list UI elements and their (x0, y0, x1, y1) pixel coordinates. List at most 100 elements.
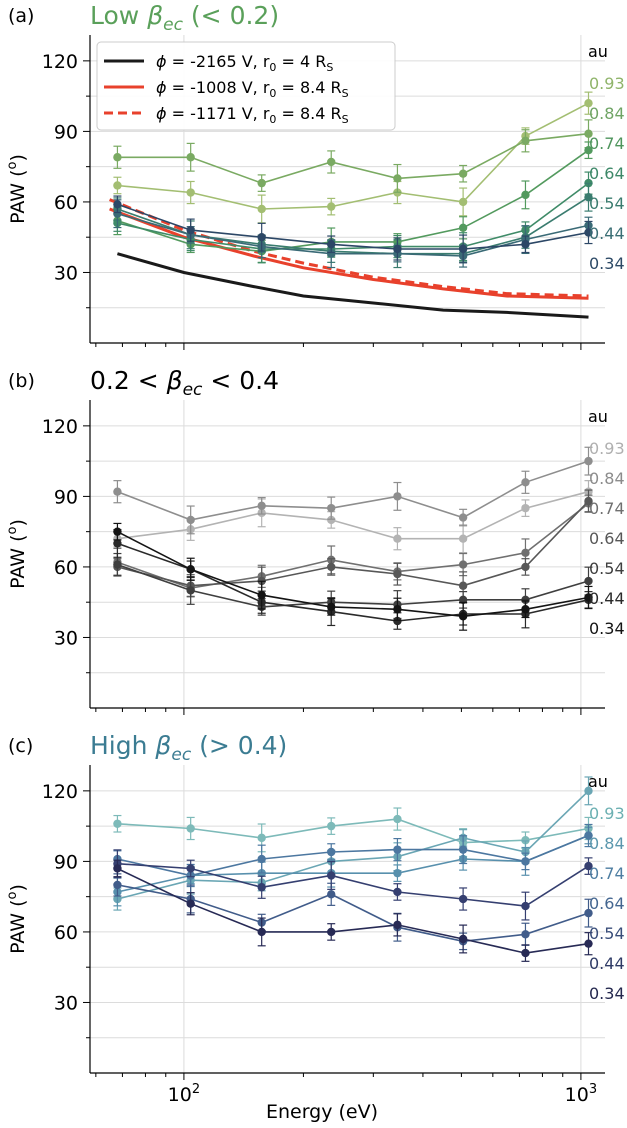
panel-title-subscript: ec (171, 745, 191, 765)
y-tick-label: 60 (54, 922, 78, 944)
y-axis-label-superscript: o (5, 891, 20, 899)
legend-label: ϕ = -1171 V, r0 = 8.4 RS (156, 104, 349, 126)
data-point (186, 515, 195, 525)
legend-text: = -1008 V, r (167, 78, 270, 97)
data-point (521, 901, 530, 911)
data-point (521, 240, 530, 249)
data-point (458, 169, 468, 178)
data-point (521, 548, 530, 558)
data-point (257, 178, 266, 188)
data-point (257, 854, 266, 864)
series-line (117, 834, 589, 877)
data-point (327, 821, 336, 831)
panel-title-symbol: β (154, 731, 171, 760)
data-point (521, 930, 530, 939)
data-point (186, 824, 195, 833)
data-point (458, 612, 468, 621)
data-point (393, 868, 402, 878)
data-point (186, 153, 195, 162)
data-point (186, 225, 195, 235)
data-point (186, 899, 195, 908)
panel-title-subscript: ec (163, 15, 183, 35)
data-point (521, 136, 530, 146)
data-point (584, 593, 593, 602)
legend-text: = -2165 V, r (167, 52, 270, 71)
series-line (117, 212, 589, 257)
data-point (458, 560, 468, 569)
data-point (113, 527, 122, 536)
data-point (257, 927, 266, 937)
distance-label: 0.54 (589, 194, 625, 213)
series-line (117, 862, 589, 907)
data-point (584, 861, 593, 871)
y-axis-label-text: ) (7, 519, 29, 526)
panel-title-text: < 0.4 (202, 366, 279, 395)
series-0.34 (113, 195, 593, 264)
data-point (257, 833, 266, 843)
y-axis-label-text: PAW ( (7, 534, 29, 588)
distance-label: 0.64 (589, 529, 625, 548)
y-tick-label: 90 (54, 121, 78, 143)
data-point (393, 569, 402, 579)
x-axis-label: Energy (eV) (266, 1101, 378, 1123)
legend-text: = 8.4 R (276, 78, 341, 97)
data-point (393, 616, 402, 626)
panel-title-text: (< 0.2) (183, 1, 279, 30)
data-point (113, 539, 122, 548)
y-tick-label: 120 (42, 416, 78, 438)
y-axis-label: PAW (o) (5, 519, 29, 589)
x-tick-base: 10 (168, 1084, 192, 1106)
series-line (117, 149, 589, 253)
data-point (584, 939, 593, 948)
panel-title: Low βec (< 0.2) (90, 1, 279, 35)
data-point (584, 456, 593, 466)
data-point (584, 129, 593, 138)
legend-text: = 8.4 R (276, 104, 341, 123)
legend: ϕ = -2165 V, r0 = 4 RSϕ = -1008 V, r0 = … (96, 41, 396, 131)
legend-phi-symbol: ϕ (156, 104, 167, 123)
x-tick-base: 10 (565, 1084, 589, 1106)
legend-frame (96, 41, 396, 131)
y-tick-label: 30 (54, 627, 78, 649)
legend-subscript: 0 (269, 61, 276, 74)
series-line (117, 542, 589, 622)
panel-title-text: (> 0.4) (191, 731, 287, 760)
data-point (458, 244, 468, 254)
data-point (257, 204, 266, 214)
distance-label: 0.74 (589, 134, 625, 153)
data-point (186, 864, 195, 873)
distance-label: 0.74 (589, 864, 625, 883)
y-axis-label-text: PAW ( (7, 899, 29, 953)
distance-label: 0.84 (589, 469, 625, 488)
x-tick-label: 102 (168, 1082, 200, 1106)
data-point (521, 562, 530, 572)
legend-subscript: S (326, 61, 333, 74)
data-point (393, 174, 402, 183)
series-0.34 (113, 522, 593, 631)
data-point (521, 190, 530, 200)
legend-subscript: S (342, 113, 349, 126)
series-0.34 (113, 859, 593, 962)
data-point (393, 605, 402, 614)
series-line (117, 530, 589, 618)
distance-label: 0.64 (589, 164, 625, 183)
series-0.84 (113, 119, 593, 193)
x-tick-exponent: 2 (192, 1082, 200, 1097)
panel-1: 30 60 90 120 PAW (o) (a) Low βec (< 0.2) au 0.93… (5, 1, 625, 350)
data-point (327, 249, 336, 258)
data-point (584, 576, 593, 586)
y-axis-label-superscript: o (5, 526, 20, 534)
panel-2: 30 60 90 120 PAW (o) (b) 0.2 < βec < 0.4 au 0.93… (5, 366, 625, 715)
panel-label: (b) (8, 370, 35, 392)
data-point (113, 181, 122, 190)
data-point (327, 157, 336, 167)
data-point (521, 605, 530, 614)
data-point (186, 586, 195, 595)
distance-label: 0.64 (589, 894, 625, 913)
data-point (584, 228, 593, 237)
series-line (117, 500, 590, 587)
series-line (117, 182, 589, 250)
distance-label: 0.54 (589, 924, 625, 943)
